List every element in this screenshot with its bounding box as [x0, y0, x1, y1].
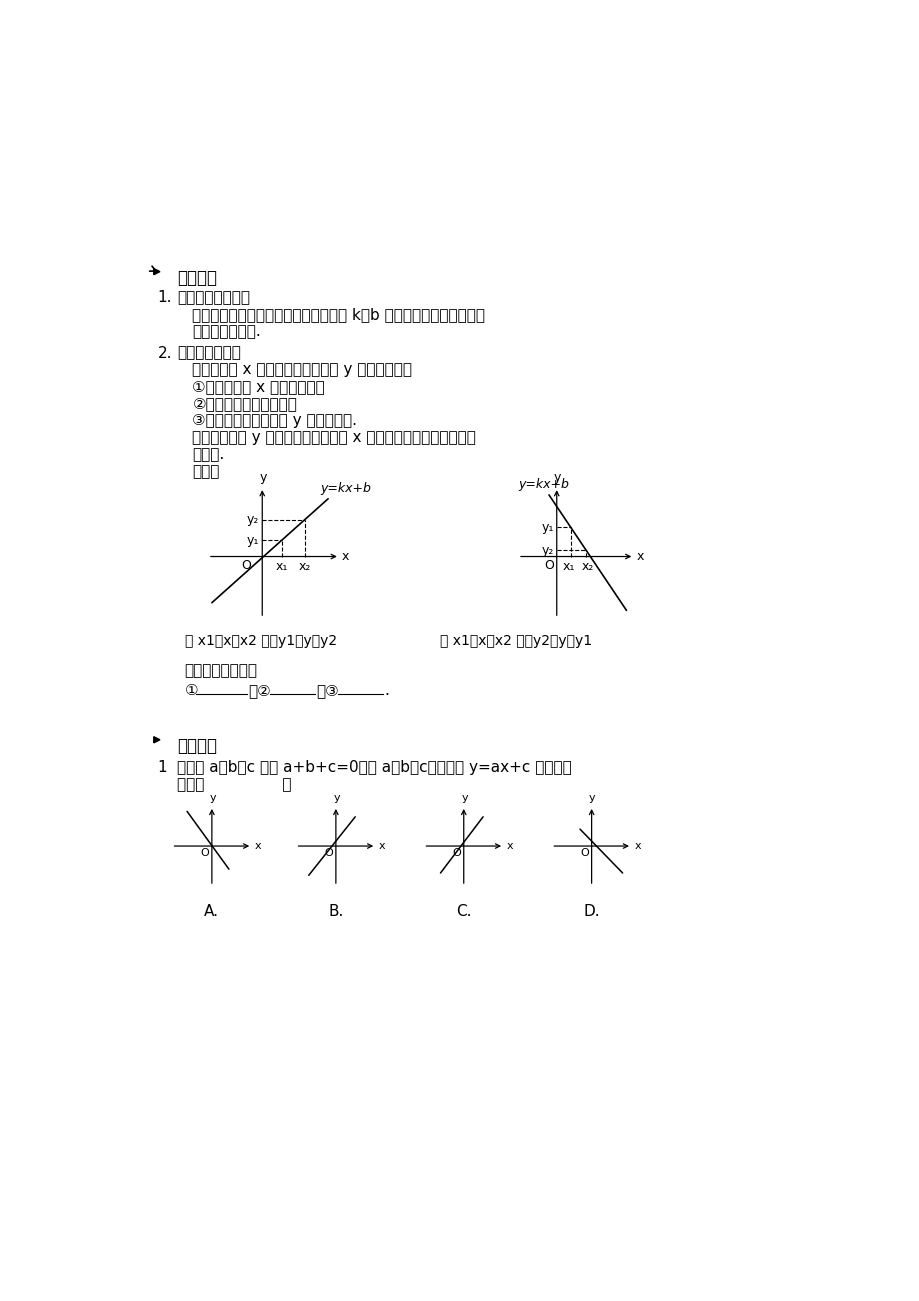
Text: O: O [580, 848, 589, 859]
Polygon shape [153, 268, 160, 275]
Text: O: O [200, 848, 210, 859]
Text: O: O [452, 848, 461, 859]
Text: 当 x1＜x＜x2 时，y1＜y＜y2: 当 x1＜x＜x2 时，y1＜y＜y2 [185, 634, 336, 648]
Text: x: x [342, 550, 349, 563]
Text: 若已知因变量 y 的取値范围求自变量 x 的取値范围，操作方式和上: 若已知因变量 y 的取値范围求自变量 x 的取値范围，操作方式和上 [192, 431, 476, 445]
Text: x: x [633, 840, 641, 851]
Text: O: O [544, 559, 554, 572]
Polygon shape [153, 736, 160, 743]
Text: x: x [505, 840, 513, 851]
Text: x: x [636, 550, 643, 563]
Text: 述类似.: 述类似. [192, 448, 224, 462]
Text: 2.: 2. [157, 346, 172, 360]
Text: ；③: ；③ [316, 683, 339, 697]
Text: x: x [378, 840, 385, 851]
Text: 若实数 a，b，c 满足 a+b+c=0，且 a＜b＜c，则函数 y=ax+c 的图象可: 若实数 a，b，c 满足 a+b+c=0，且 a＜b＜c，则函数 y=ax+c … [176, 760, 571, 775]
Text: ；②: ；② [248, 683, 271, 697]
Text: D.: D. [583, 904, 599, 919]
Text: O: O [242, 559, 251, 572]
Text: x₁: x₁ [562, 561, 574, 574]
Text: O: O [324, 848, 334, 859]
Text: y=kx+b: y=kx+b [517, 477, 568, 490]
Text: y: y [460, 792, 468, 803]
Text: A.: A. [204, 904, 219, 919]
Text: 已知自变量 x 的取値范围求因变量 y 的取値范围：: 已知自变量 x 的取値范围求因变量 y 的取値范围： [192, 363, 412, 377]
Text: x: x [255, 840, 261, 851]
Text: ①: ① [185, 683, 199, 697]
Text: y₁: y₁ [540, 520, 553, 533]
Text: 多个函数比大小：: 多个函数比大小： [185, 662, 257, 678]
Text: y: y [588, 792, 596, 803]
Text: y₁: y₁ [246, 533, 259, 546]
Text: 知识点睛: 知识点睛 [176, 268, 217, 286]
Text: x₂: x₂ [299, 561, 311, 574]
Text: ③根据对应的图象确定 y 的取値范围.: ③根据对应的图象确定 y 的取値范围. [192, 414, 357, 428]
Text: 1.: 1. [157, 290, 172, 306]
Text: 象存在的合理性.: 象存在的合理性. [192, 324, 261, 340]
Text: 选定一个函数图象，根据图象性质判断 k，b 符号，验识另一个函数图: 选定一个函数图象，根据图象性质判断 k，b 符号，验识另一个函数图 [192, 307, 485, 323]
Text: ①在图上标出 x 的取値范围；: ①在图上标出 x 的取値范围； [192, 380, 325, 394]
Text: y₂: y₂ [540, 544, 553, 557]
Text: 1: 1 [157, 760, 167, 775]
Text: y=kx+b: y=kx+b [320, 481, 371, 494]
Text: B.: B. [328, 904, 343, 919]
Text: 举例：: 举例： [192, 464, 220, 479]
Text: y: y [553, 471, 561, 484]
Text: 当 x1＜x＜x2 时，y2＜y＜y1: 当 x1＜x＜x2 时，y2＜y＜y1 [440, 634, 592, 648]
Text: y: y [333, 792, 340, 803]
Text: 精讲精练: 精讲精练 [176, 736, 217, 755]
Text: 数形结合求范围: 数形结合求范围 [176, 346, 241, 360]
Text: .: . [384, 683, 389, 697]
Text: 函数图象共存问题: 函数图象共存问题 [176, 290, 250, 306]
Text: y: y [259, 471, 267, 484]
Text: x₁: x₁ [275, 561, 288, 574]
Text: 能是（                ）: 能是（ ） [176, 777, 291, 792]
Text: ②对应到函数的图象上；: ②对应到函数的图象上； [192, 397, 297, 411]
Text: y: y [210, 792, 216, 803]
Text: x₂: x₂ [581, 561, 594, 574]
Text: y₂: y₂ [246, 513, 259, 526]
Text: C.: C. [456, 904, 471, 919]
